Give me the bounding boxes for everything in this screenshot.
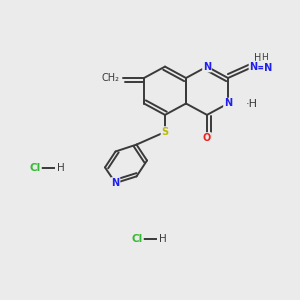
Text: N: N: [203, 61, 211, 72]
Text: S: S: [161, 127, 169, 137]
Text: H: H: [57, 163, 65, 173]
Text: =N: =N: [256, 63, 272, 74]
Text: Cl: Cl: [30, 163, 41, 173]
Text: H: H: [261, 53, 268, 62]
Text: N: N: [111, 178, 120, 188]
Text: H: H: [254, 52, 262, 63]
Text: O: O: [203, 133, 211, 143]
Text: ·H: ·H: [245, 99, 257, 110]
Text: N: N: [249, 61, 258, 72]
Text: N: N: [224, 98, 232, 109]
Text: H: H: [159, 233, 167, 244]
Text: Cl: Cl: [132, 233, 143, 244]
Text: CH₂: CH₂: [102, 73, 120, 83]
Text: =: =: [112, 71, 118, 80]
